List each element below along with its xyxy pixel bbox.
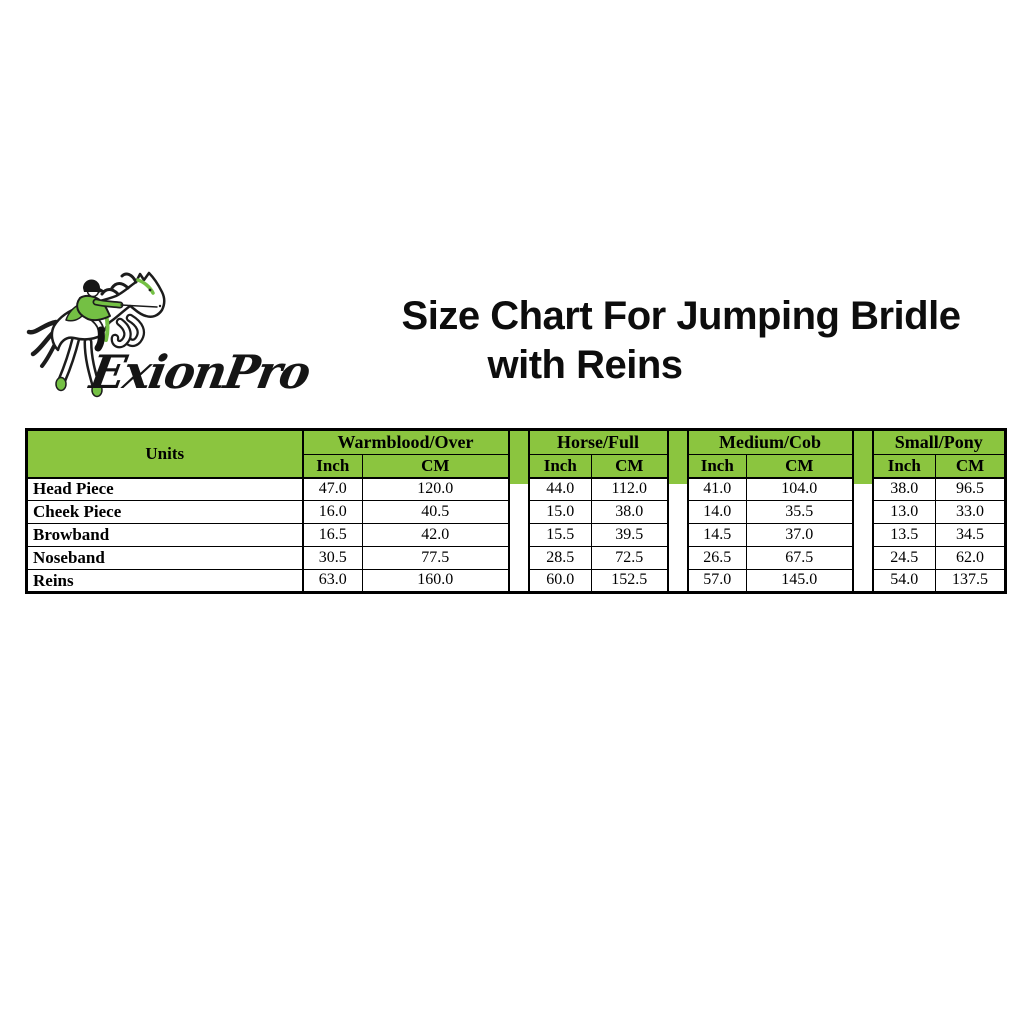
value-cell: 104.0	[746, 476, 854, 501]
value-cell: 137.5	[935, 569, 1007, 593]
value-cell: 54.0	[871, 569, 937, 593]
value-cell: 35.5	[746, 500, 854, 524]
value-cell: 120.0	[362, 476, 510, 501]
group-header-small-pony: Small/Pony	[871, 429, 1007, 455]
value-cell: 152.5	[591, 569, 669, 593]
spacer-cell	[508, 477, 529, 501]
value-cell: 112.0	[591, 476, 669, 501]
value-cell: 34.5	[935, 523, 1007, 547]
spacer-cell	[508, 523, 529, 547]
spacer-cell	[852, 477, 873, 501]
row-label-cell: Reins	[26, 569, 304, 593]
spacer-cell	[667, 523, 688, 547]
value-cell: 63.0	[301, 569, 363, 593]
subheader-inch: Inch	[686, 454, 747, 479]
subheader-cm: CM	[362, 454, 510, 479]
value-cell: 62.0	[935, 546, 1007, 570]
spacer-cell	[508, 500, 529, 524]
page-title-line2: with Reins	[487, 343, 683, 387]
table-row: Noseband 30.5 77.5 28.5 72.5 26.5 67.5 2…	[26, 546, 1007, 570]
value-cell: 41.0	[686, 476, 747, 501]
spacer-cell	[667, 429, 688, 478]
units-header-cell: Units	[26, 429, 304, 479]
table-row: Reins 63.0 160.0 60.0 152.5 57.0 145.0 5…	[26, 569, 1007, 593]
value-cell: 60.0	[527, 569, 592, 593]
value-cell: 96.5	[935, 476, 1007, 501]
group-header-horse-full: Horse/Full	[527, 429, 669, 455]
value-cell: 160.0	[362, 569, 510, 593]
subheader-cm: CM	[935, 454, 1007, 479]
value-cell: 14.0	[686, 500, 747, 524]
spacer-cell	[667, 546, 688, 570]
spacer-cell	[852, 500, 873, 524]
spacer-cell	[852, 429, 873, 478]
group-header-medium-cob: Medium/Cob	[686, 429, 854, 455]
exionpro-logo: ExionPro	[26, 271, 314, 399]
value-cell: 47.0	[301, 476, 363, 501]
spacer-cell	[852, 546, 873, 570]
spacer-cell	[508, 569, 529, 593]
page-title-line1: Size Chart For Jumping Bridle	[401, 294, 961, 338]
subheader-cm: CM	[591, 454, 669, 479]
value-cell: 13.0	[871, 500, 937, 524]
table-header-row-units: Inch CM Inch CM Inch CM Inch CM	[27, 454, 1007, 479]
value-cell: 28.5	[527, 546, 592, 570]
row-label-cell: Browband	[26, 523, 304, 547]
value-cell: 57.0	[686, 569, 747, 593]
value-cell: 30.5	[301, 546, 363, 570]
brand-script-text: ExionPro	[84, 344, 314, 399]
spacer-cell	[667, 500, 688, 524]
spacer-cell	[667, 477, 688, 501]
value-cell: 26.5	[686, 546, 747, 570]
value-cell: 38.0	[871, 476, 937, 501]
value-cell: 24.5	[871, 546, 937, 570]
spacer-cell	[508, 546, 529, 570]
value-cell: 15.5	[527, 523, 592, 547]
value-cell: 40.5	[362, 500, 510, 524]
table-row: Cheek Piece 16.0 40.5 15.0 38.0 14.0 35.…	[26, 500, 1007, 524]
subheader-inch: Inch	[301, 454, 363, 479]
value-cell: 16.5	[301, 523, 363, 547]
value-cell: 37.0	[746, 523, 854, 547]
value-cell: 42.0	[362, 523, 510, 547]
row-label-cell: Head Piece	[26, 476, 304, 501]
group-header-warmblood-over: Warmblood/Over	[301, 429, 510, 455]
row-label-cell: Noseband	[26, 546, 304, 570]
subheader-inch: Inch	[527, 454, 592, 479]
value-cell: 16.0	[301, 500, 363, 524]
spacer-cell	[852, 523, 873, 547]
value-cell: 13.5	[871, 523, 937, 547]
jumping-horse-rider-icon	[26, 271, 166, 398]
size-chart-table: Units Warmblood/Over Horse/Full Medium/C…	[25, 428, 1008, 594]
subheader-inch: Inch	[871, 454, 937, 479]
value-cell: 67.5	[746, 546, 854, 570]
value-cell: 72.5	[591, 546, 669, 570]
value-cell: 15.0	[527, 500, 592, 524]
value-cell: 44.0	[527, 476, 592, 501]
value-cell: 77.5	[362, 546, 510, 570]
spacer-cell	[508, 429, 529, 478]
table-row: Browband 16.5 42.0 15.5 39.5 14.5 37.0 1…	[26, 523, 1007, 547]
value-cell: 145.0	[746, 569, 854, 593]
spacer-cell	[852, 569, 873, 593]
table-row: Head Piece 47.0 120.0 44.0 112.0 41.0 10…	[26, 476, 1007, 501]
subheader-cm: CM	[746, 454, 854, 479]
value-cell: 33.0	[935, 500, 1007, 524]
value-cell: 14.5	[686, 523, 747, 547]
row-label-cell: Cheek Piece	[26, 500, 304, 524]
value-cell: 39.5	[591, 523, 669, 547]
table-header-row-groups: Units Warmblood/Over Horse/Full Medium/C…	[26, 429, 1007, 479]
spacer-cell	[667, 569, 688, 593]
value-cell: 38.0	[591, 500, 669, 524]
